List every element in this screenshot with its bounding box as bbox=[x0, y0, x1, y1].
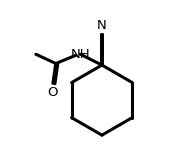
Text: O: O bbox=[48, 86, 58, 99]
Text: N: N bbox=[97, 19, 107, 32]
Text: NH: NH bbox=[71, 48, 90, 61]
